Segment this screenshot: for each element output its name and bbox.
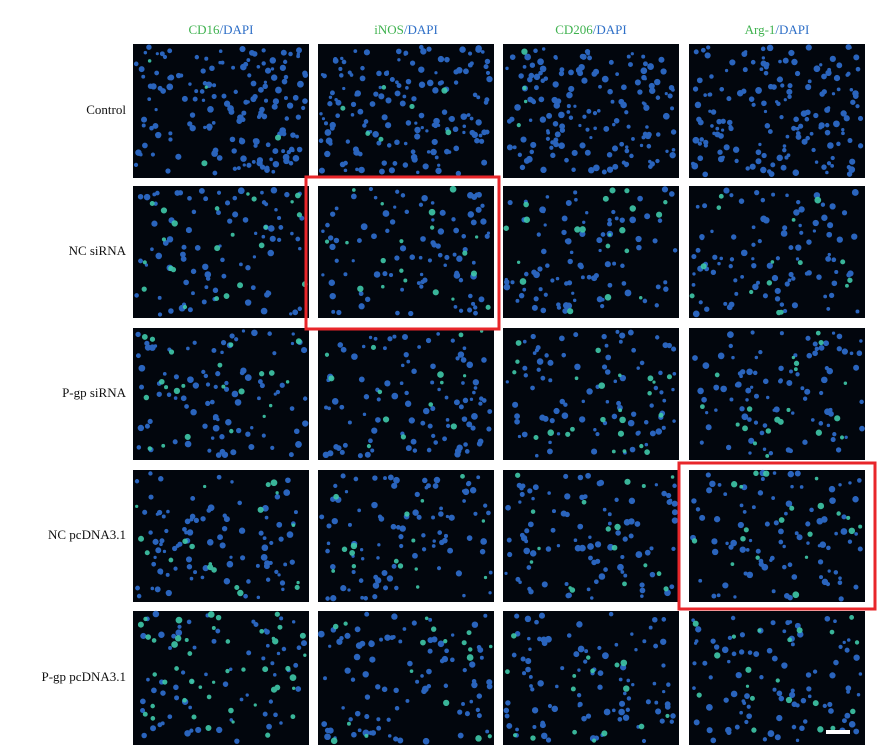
highlight-box [304, 175, 501, 331]
marker-label: CD206 [555, 22, 593, 37]
micrograph [503, 186, 679, 318]
nuclei [504, 472, 679, 600]
marker-label: iNOS [374, 22, 404, 37]
nuclei [134, 471, 298, 600]
column-header: Arg-1/DAPI [745, 22, 810, 37]
column-header: CD16/DAPI [188, 22, 253, 37]
row-label: P-gp pcDNA3.1 [42, 669, 127, 684]
marker-label: CD16 [188, 22, 220, 37]
column-header: CD206/DAPI [555, 22, 627, 37]
nuclei [135, 329, 309, 458]
nuclei [318, 44, 493, 177]
stained-cells [135, 479, 300, 597]
micrograph [689, 611, 865, 745]
row-label: NC pcDNA3.1 [48, 527, 126, 542]
stain-label: /DAPI [593, 22, 627, 37]
micrograph [318, 186, 494, 318]
row-label: NC siRNA [69, 243, 127, 258]
micrograph [318, 44, 494, 178]
column-header: iNOS/DAPI [374, 22, 438, 37]
nuclei [505, 329, 677, 458]
nuclei [319, 473, 493, 602]
stain-label: /DAPI [220, 22, 254, 37]
stained-cells [700, 330, 848, 458]
marker-label: Arg-1 [745, 22, 776, 37]
row-label: P-gp siRNA [62, 385, 127, 400]
nuclei [691, 187, 860, 318]
nuclei [503, 611, 676, 744]
nuclei [322, 332, 493, 459]
nuclei [692, 330, 865, 456]
stain-label: /DAPI [404, 22, 438, 37]
nuclei [503, 186, 678, 314]
nuclei [321, 186, 491, 317]
nuclei [133, 44, 309, 176]
row-label: Control [86, 102, 126, 117]
micrograph [689, 44, 865, 178]
nuclei [317, 611, 493, 745]
scale-bar [826, 730, 850, 734]
micrograph [689, 470, 865, 602]
nuclei [134, 186, 305, 317]
micrograph [689, 328, 865, 460]
highlight-box [677, 461, 877, 611]
stained-cells [516, 48, 528, 128]
nuclei [505, 47, 677, 175]
nuclei [690, 44, 864, 178]
stained-cells [692, 614, 860, 733]
stain-label: /DAPI [775, 22, 809, 37]
